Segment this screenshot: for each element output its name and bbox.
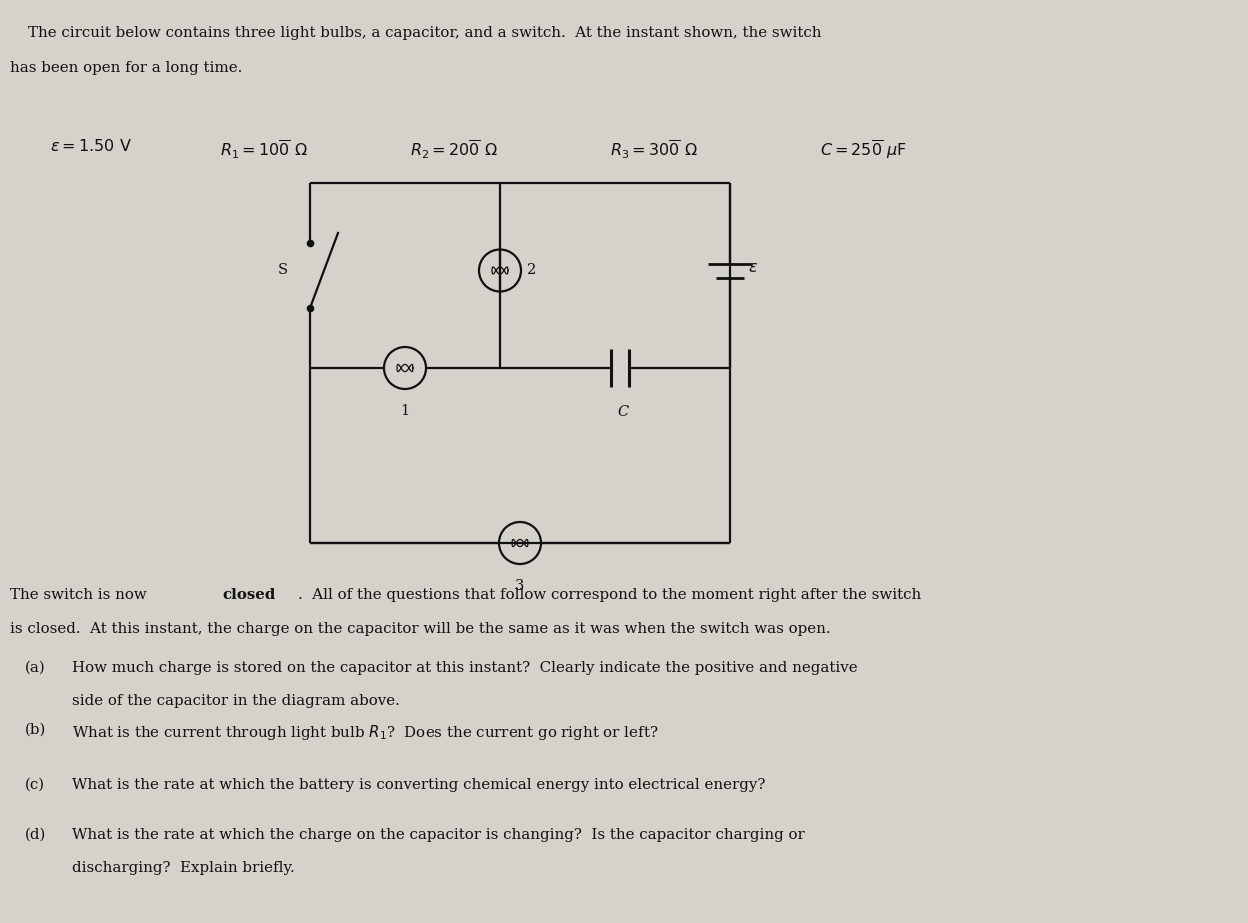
Text: (b): (b) bbox=[25, 723, 46, 737]
Text: is closed.  At this instant, the charge on the capacitor will be the same as it : is closed. At this instant, the charge o… bbox=[10, 622, 831, 636]
Text: $C = 25\overline{0}\ \mu\mathrm{F}$: $C = 25\overline{0}\ \mu\mathrm{F}$ bbox=[820, 138, 907, 161]
Text: $\varepsilon$: $\varepsilon$ bbox=[748, 259, 758, 276]
Text: .  All of the questions that follow correspond to the moment right after the swi: . All of the questions that follow corre… bbox=[298, 588, 921, 602]
Text: $\varepsilon = 1.50\ \mathrm{V}$: $\varepsilon = 1.50\ \mathrm{V}$ bbox=[50, 138, 132, 155]
Text: The switch is now: The switch is now bbox=[10, 588, 151, 602]
Text: 3: 3 bbox=[515, 579, 524, 593]
Text: C: C bbox=[618, 405, 629, 419]
Text: S: S bbox=[278, 263, 288, 278]
Text: 2: 2 bbox=[527, 263, 537, 278]
Text: has been open for a long time.: has been open for a long time. bbox=[10, 61, 242, 75]
Text: (c): (c) bbox=[25, 778, 45, 792]
Text: What is the rate at which the battery is converting chemical energy into electri: What is the rate at which the battery is… bbox=[72, 778, 765, 792]
Text: The circuit below contains three light bulbs, a capacitor, and a switch.  At the: The circuit below contains three light b… bbox=[27, 26, 821, 40]
Text: $R_1 = 10\overline{0}\ \Omega$: $R_1 = 10\overline{0}\ \Omega$ bbox=[220, 138, 308, 161]
Text: (a): (a) bbox=[25, 661, 46, 675]
Text: $R_2 = 20\overline{0}\ \Omega$: $R_2 = 20\overline{0}\ \Omega$ bbox=[411, 138, 498, 161]
Text: What is the current through light bulb $R_1$?  Does the current go right or left: What is the current through light bulb $… bbox=[72, 723, 659, 742]
Text: How much charge is stored on the capacitor at this instant?  Clearly indicate th: How much charge is stored on the capacit… bbox=[72, 661, 857, 675]
Text: 1: 1 bbox=[401, 404, 409, 418]
Text: $R_3 = 30\overline{0}\ \Omega$: $R_3 = 30\overline{0}\ \Omega$ bbox=[610, 138, 698, 161]
Text: What is the rate at which the charge on the capacitor is changing?  Is the capac: What is the rate at which the charge on … bbox=[72, 828, 805, 842]
Text: side of the capacitor in the diagram above.: side of the capacitor in the diagram abo… bbox=[72, 694, 399, 708]
Text: discharging?  Explain briefly.: discharging? Explain briefly. bbox=[72, 861, 295, 875]
Text: (d): (d) bbox=[25, 828, 46, 842]
Text: closed: closed bbox=[222, 588, 276, 602]
